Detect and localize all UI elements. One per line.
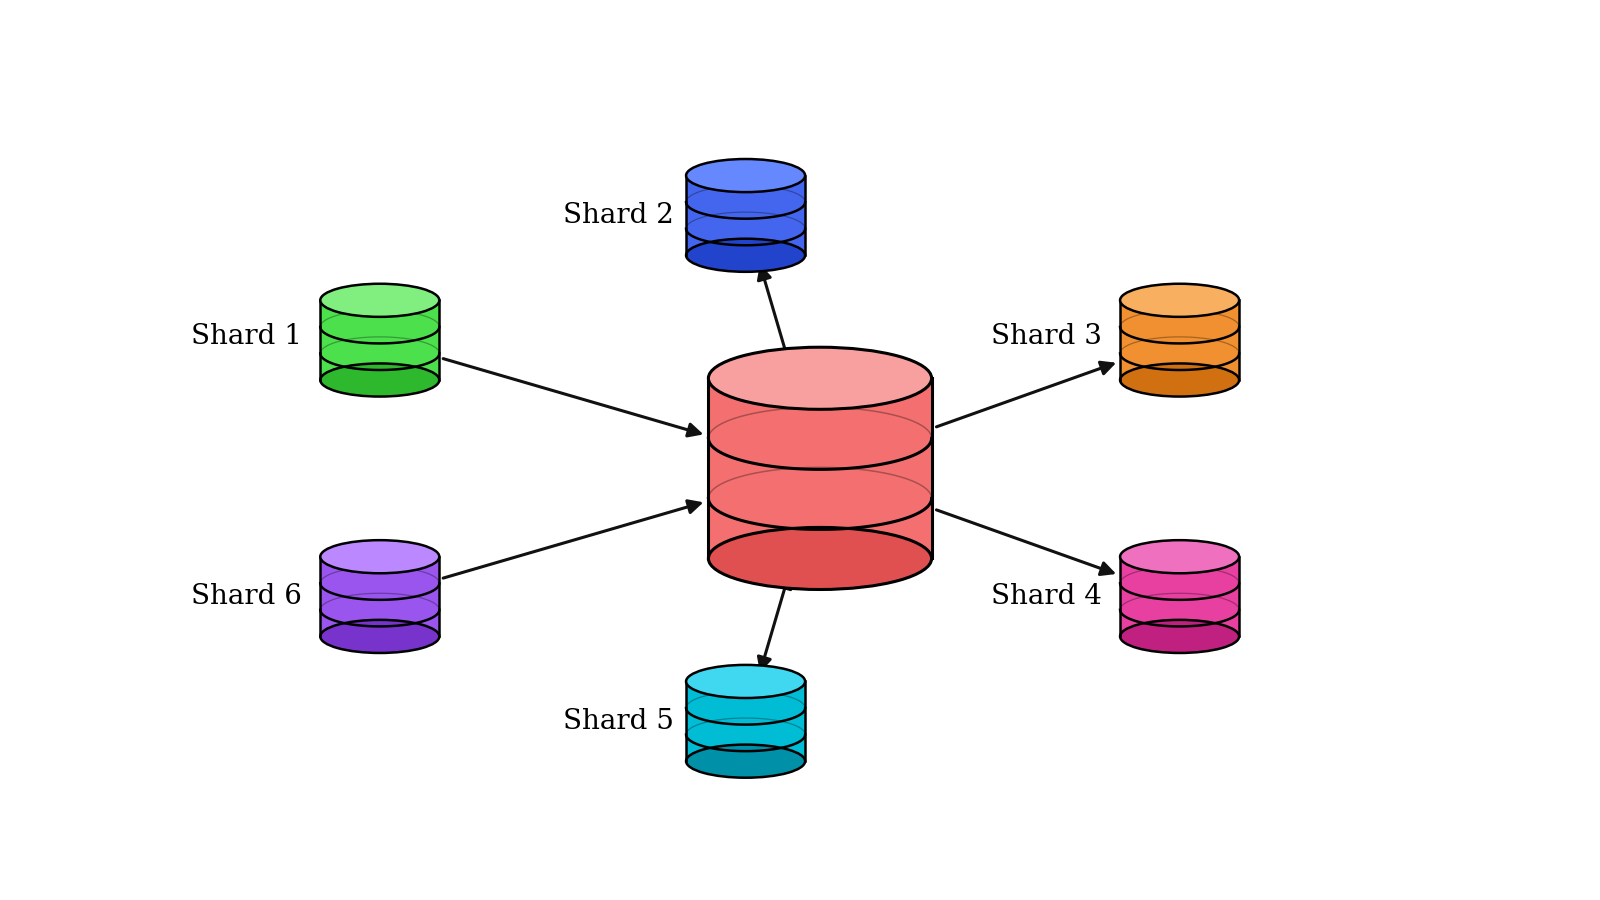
Ellipse shape: [320, 364, 440, 397]
Text: Shard 1: Shard 1: [190, 323, 302, 350]
Ellipse shape: [320, 284, 440, 317]
Ellipse shape: [1120, 364, 1238, 397]
Bar: [686, 681, 805, 761]
Bar: [320, 301, 440, 380]
Bar: [320, 557, 440, 636]
Ellipse shape: [709, 527, 931, 590]
Bar: [1120, 301, 1238, 380]
Ellipse shape: [686, 665, 805, 698]
Text: Shard 2: Shard 2: [563, 202, 674, 229]
Text: Shard 4: Shard 4: [990, 583, 1101, 610]
Text: Shard 5: Shard 5: [563, 707, 674, 734]
Ellipse shape: [686, 744, 805, 778]
Ellipse shape: [709, 347, 931, 410]
Ellipse shape: [686, 238, 805, 272]
Ellipse shape: [686, 159, 805, 192]
Ellipse shape: [320, 540, 440, 573]
Ellipse shape: [320, 620, 440, 653]
Text: Shard 3: Shard 3: [990, 323, 1101, 350]
Bar: [686, 176, 805, 256]
Text: Shard 6: Shard 6: [190, 583, 302, 610]
Ellipse shape: [1120, 620, 1238, 653]
Ellipse shape: [1120, 540, 1238, 573]
Bar: [1120, 557, 1238, 636]
Ellipse shape: [1120, 284, 1238, 317]
Bar: [709, 378, 931, 558]
